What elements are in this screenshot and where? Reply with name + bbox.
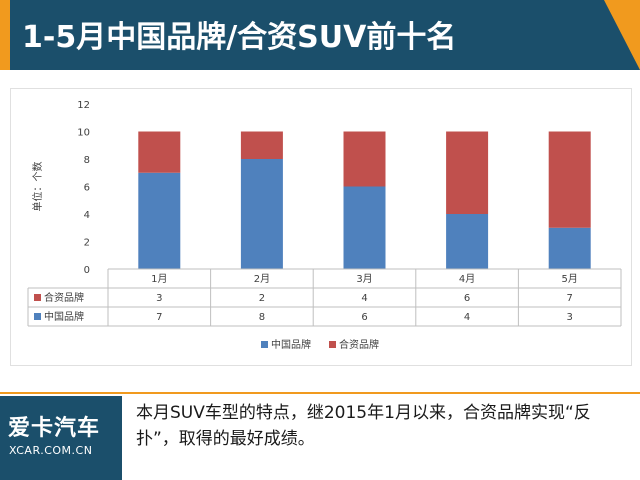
table-cell-2-5: 3 <box>567 312 573 323</box>
table-row-label-1: 合资品牌 <box>44 291 84 304</box>
footer-divider <box>0 392 640 394</box>
table-cell-1-2: 2 <box>259 293 265 304</box>
table-cell-1-3: 4 <box>361 293 367 304</box>
legend-swatch-jv <box>329 341 336 348</box>
xcar-logo: 爱卡汽车 XCAR.COM.CN <box>0 396 122 480</box>
legend-label-jv: 合资品牌 <box>339 338 379 351</box>
table-cell-2-3: 6 <box>361 312 367 323</box>
category-label-1: 1月 <box>151 273 167 285</box>
table-row-swatch-1 <box>34 294 41 301</box>
category-label-5: 5月 <box>562 273 578 285</box>
y-tick-label-6: 12 <box>77 100 90 111</box>
bar-jv-2 <box>240 131 283 159</box>
bar-jv-4 <box>446 131 489 214</box>
legend-label-china: 中国品牌 <box>271 338 311 351</box>
category-label-4: 4月 <box>459 273 475 285</box>
y-axis-label: 单位：个数 <box>31 162 44 212</box>
y-tick-label-2: 4 <box>84 210 90 221</box>
table-cell-1-5: 7 <box>567 293 573 304</box>
bar-jv-5 <box>548 131 591 228</box>
bar-china-3 <box>343 186 386 269</box>
footer-caption: 本月SUV车型的特点，继2015年1月以来，合资品牌实现“反扑”，取得的最好成绩… <box>136 403 591 449</box>
header-corner-decoration <box>604 0 640 70</box>
table-cell-2-4: 4 <box>464 312 470 323</box>
y-tick-label-5: 10 <box>77 128 90 139</box>
bar-jv-3 <box>343 131 386 187</box>
y-tick-label-1: 2 <box>84 238 90 249</box>
header-accent-bar <box>0 0 10 70</box>
y-tick-label-3: 6 <box>84 183 90 194</box>
page-title: 1-5月中国品牌/合资SUV前十名 <box>22 20 457 55</box>
header-banner: 1-5月中国品牌/合资SUV前十名 <box>0 0 640 70</box>
bar-china-2 <box>240 159 283 269</box>
bar-china-1 <box>138 172 181 269</box>
bar-jv-1 <box>138 131 181 173</box>
table-cell-2-1: 7 <box>156 312 162 323</box>
table-cell-1-4: 6 <box>464 293 470 304</box>
bar-china-5 <box>548 227 591 269</box>
category-label-3: 3月 <box>356 273 372 285</box>
table-row-swatch-2 <box>34 313 41 320</box>
table-cell-1-1: 3 <box>156 293 162 304</box>
logo-subtext: XCAR.COM.CN <box>9 444 93 457</box>
table-row-label-2: 中国品牌 <box>44 310 84 323</box>
y-tick-label-4: 8 <box>84 155 90 166</box>
table-cell-2-2: 8 <box>259 312 265 323</box>
chart-panel: 0 2 4 6 8 10 12 单位：个数 1月 2月 3月 4月 5月合资品牌 3 2 4 6 7 中国品牌 7 8 6… <box>10 88 632 366</box>
category-label-2: 2月 <box>254 273 270 285</box>
legend-swatch-china <box>261 341 268 348</box>
bar-china-4 <box>446 214 489 269</box>
logo-text: 爱卡汽车 <box>8 416 101 441</box>
y-tick-label-0: 0 <box>84 265 90 276</box>
